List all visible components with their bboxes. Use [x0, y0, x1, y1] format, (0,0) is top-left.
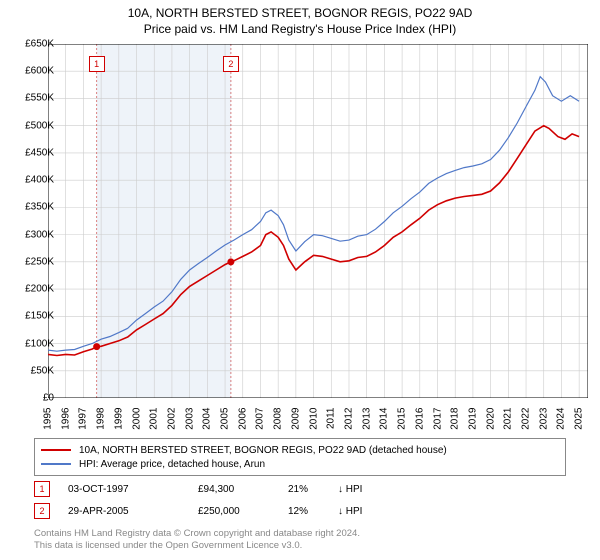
- ytick-label: £500K: [25, 120, 54, 131]
- ytick-label: £100K: [25, 338, 54, 349]
- xtick-label: 2012: [343, 408, 354, 430]
- xtick-label: 2018: [450, 408, 461, 430]
- xtick-label: 2003: [184, 408, 195, 430]
- sales-date-2: 29-APR-2005: [68, 506, 198, 517]
- legend-label-price-paid: 10A, NORTH BERSTED STREET, BOGNOR REGIS,…: [79, 445, 447, 456]
- xtick-label: 2013: [361, 408, 372, 430]
- xtick-label: 2021: [503, 408, 514, 430]
- xtick-label: 2015: [397, 408, 408, 430]
- legend: 10A, NORTH BERSTED STREET, BOGNOR REGIS,…: [34, 438, 566, 476]
- sales-price-2: £250,000: [198, 506, 288, 517]
- title-subtitle: Price paid vs. HM Land Registry's House …: [0, 22, 600, 36]
- xtick-label: 2004: [202, 408, 213, 430]
- xtick-label: 2011: [326, 408, 337, 430]
- ytick-label: £550K: [25, 93, 54, 104]
- xtick-label: 2005: [220, 408, 231, 430]
- xtick-label: 2017: [432, 408, 443, 430]
- title-block: 10A, NORTH BERSTED STREET, BOGNOR REGIS,…: [0, 0, 600, 36]
- ytick-label: £650K: [25, 39, 54, 50]
- sales-table: 1 03-OCT-1997 £94,300 21% ↓ HPI 2 29-APR…: [34, 478, 388, 522]
- xtick-label: 2023: [538, 408, 549, 430]
- xtick-label: 2019: [467, 408, 478, 430]
- sales-date-1: 03-OCT-1997: [68, 484, 198, 495]
- ytick-label: £150K: [25, 311, 54, 322]
- xtick-label: 2000: [131, 408, 142, 430]
- xtick-label: 2014: [379, 408, 390, 430]
- xtick-label: 2008: [273, 408, 284, 430]
- xtick-label: 1995: [43, 408, 54, 430]
- xtick-label: 2006: [237, 408, 248, 430]
- sales-marker-2: 2: [34, 503, 50, 519]
- chart-area: [48, 44, 588, 398]
- sales-dir-1: ↓ HPI: [338, 484, 388, 495]
- legend-row-hpi: HPI: Average price, detached house, Arun: [41, 457, 559, 471]
- ytick-label: £200K: [25, 284, 54, 295]
- sales-dir-2: ↓ HPI: [338, 506, 388, 517]
- xtick-label: 1998: [96, 408, 107, 430]
- chart-container: 10A, NORTH BERSTED STREET, BOGNOR REGIS,…: [0, 0, 600, 560]
- xtick-label: 1997: [78, 408, 89, 430]
- xtick-label: 2022: [521, 408, 532, 430]
- xtick-label: 2024: [556, 408, 567, 430]
- sales-row-2: 2 29-APR-2005 £250,000 12% ↓ HPI: [34, 500, 388, 522]
- xtick-label: 2002: [166, 408, 177, 430]
- ytick-label: £350K: [25, 202, 54, 213]
- ytick-label: £400K: [25, 175, 54, 186]
- sale-marker-box: 2: [223, 56, 239, 72]
- xtick-label: 2025: [574, 408, 585, 430]
- ytick-label: £250K: [25, 256, 54, 267]
- xtick-label: 2020: [485, 408, 496, 430]
- xtick-label: 2016: [414, 408, 425, 430]
- ytick-label: £0: [43, 393, 54, 404]
- ytick-label: £300K: [25, 229, 54, 240]
- xtick-label: 2001: [149, 408, 160, 430]
- sales-row-1: 1 03-OCT-1997 £94,300 21% ↓ HPI: [34, 478, 388, 500]
- sales-pct-1: 21%: [288, 484, 338, 495]
- xtick-label: 2010: [308, 408, 319, 430]
- title-address: 10A, NORTH BERSTED STREET, BOGNOR REGIS,…: [0, 6, 600, 20]
- sales-marker-1: 1: [34, 481, 50, 497]
- sales-pct-2: 12%: [288, 506, 338, 517]
- legend-swatch-price-paid: [41, 449, 71, 451]
- ytick-label: £600K: [25, 66, 54, 77]
- xtick-label: 2009: [290, 408, 301, 430]
- xtick-label: 1999: [113, 408, 124, 430]
- xtick-label: 2007: [255, 408, 266, 430]
- legend-label-hpi: HPI: Average price, detached house, Arun: [79, 459, 265, 470]
- footer-line1: Contains HM Land Registry data © Crown c…: [34, 528, 360, 540]
- legend-swatch-hpi: [41, 463, 71, 464]
- ytick-label: £450K: [25, 147, 54, 158]
- legend-row-price-paid: 10A, NORTH BERSTED STREET, BOGNOR REGIS,…: [41, 443, 559, 457]
- chart-svg: [48, 44, 588, 398]
- sales-price-1: £94,300: [198, 484, 288, 495]
- xtick-label: 1996: [60, 408, 71, 430]
- sale-marker-box: 1: [89, 56, 105, 72]
- footer-line2: This data is licensed under the Open Gov…: [34, 540, 360, 552]
- ytick-label: £50K: [31, 365, 54, 376]
- footer: Contains HM Land Registry data © Crown c…: [34, 528, 360, 552]
